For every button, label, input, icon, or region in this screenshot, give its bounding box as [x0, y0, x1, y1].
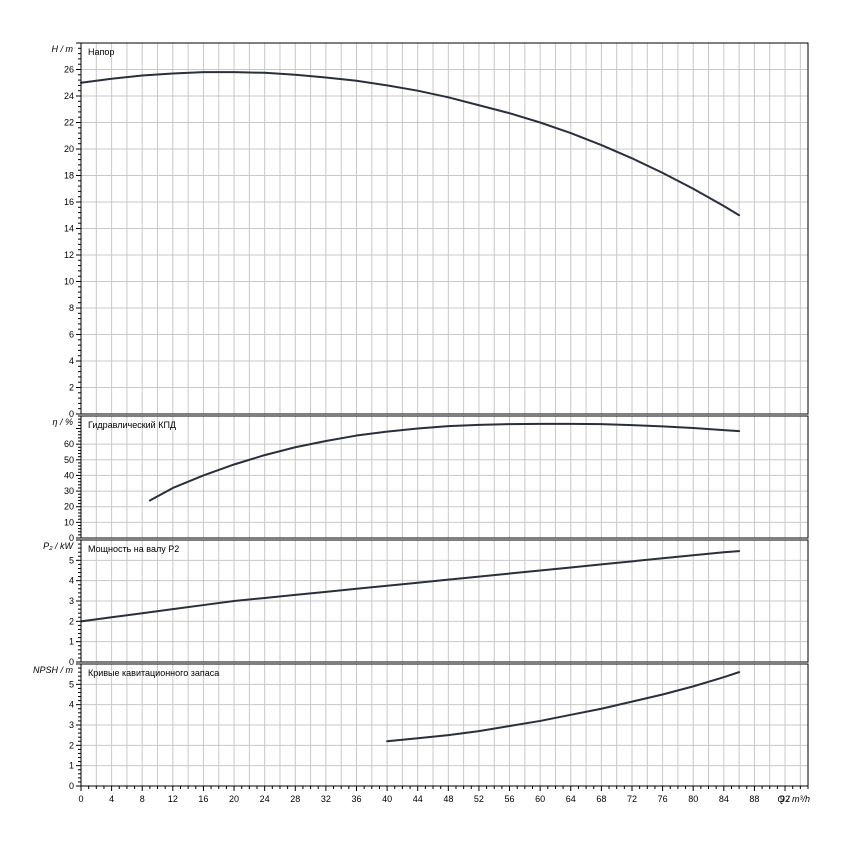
panel-2-frame [80, 415, 809, 539]
panel-3-ytick-label: 5 [69, 555, 74, 565]
panel-2-ytick-label: 40 [64, 470, 74, 480]
xtick-label: 20 [229, 794, 239, 804]
panel-1-ytick-label: 4 [69, 356, 74, 366]
xtick-label: 88 [749, 794, 759, 804]
xtick-label: 24 [260, 794, 270, 804]
panel-1-ytick-label: 22 [64, 118, 74, 128]
panel-3-ylabel: P₂ / kW [43, 541, 74, 551]
panel-4-ytick-label: 5 [69, 679, 74, 689]
xtick-label: 32 [321, 794, 331, 804]
xtick-label: 8 [140, 794, 145, 804]
panel-2-ytick-label: 50 [64, 455, 74, 465]
panel-1-frame [80, 42, 809, 415]
xtick-label: 92 [780, 794, 790, 804]
panel-2-ytick-label: 10 [64, 517, 74, 527]
panel-3-ytick-label: 4 [69, 576, 74, 586]
xtick-label: 60 [535, 794, 545, 804]
xtick-label: 52 [474, 794, 484, 804]
xtick-label: 16 [198, 794, 208, 804]
panel-2-ytick-label: 60 [64, 439, 74, 449]
panel-4-frame [80, 663, 809, 787]
panel-1-ytick-label: 8 [69, 303, 74, 313]
panel-1-ytick-label: 24 [64, 91, 74, 101]
xtick-label: 44 [413, 794, 423, 804]
panel-4-ytick-label: 3 [69, 720, 74, 730]
panel-2-series-line [148, 422, 741, 502]
panel-2-ytick-label: 0 [69, 533, 74, 543]
panel-1-ytick-label: 2 [69, 383, 74, 393]
xtick-label: 36 [351, 794, 361, 804]
xtick-label: 68 [596, 794, 606, 804]
panel-1-ytick-label: 12 [64, 250, 74, 260]
panel-2-background [81, 416, 808, 538]
panel-1-ytick-label: 14 [64, 224, 74, 234]
panel-3-ytick-label: 3 [69, 596, 74, 606]
panel-4-ytick-label: 4 [69, 700, 74, 710]
panel-3-ytick-label: 1 [69, 637, 74, 647]
xtick-label: 84 [719, 794, 729, 804]
panel-3-frame [80, 539, 809, 663]
panel-3-series-line [80, 550, 741, 623]
panel-3-ytick-label: 2 [69, 616, 74, 626]
xlabel: Q / m³/h [777, 794, 810, 804]
panel-1-ytick-label: 0 [69, 409, 74, 419]
xtick-label: 4 [109, 794, 114, 804]
panel-4-ytick-label: 1 [69, 761, 74, 771]
panel-1-ylabel: H / m [52, 44, 74, 54]
panel-2-ylabel: η / % [52, 417, 73, 427]
xtick-label: 72 [627, 794, 637, 804]
panel-2-ytick-label: 30 [64, 486, 74, 496]
xtick-label: 28 [290, 794, 300, 804]
xtick-label: 64 [566, 794, 576, 804]
panel-1-series-line [80, 71, 741, 217]
panel-4-series-line [386, 671, 741, 743]
xtick-label: 48 [443, 794, 453, 804]
panel-1-ytick-label: 20 [64, 144, 74, 154]
panel-4-ytick-label: 0 [69, 781, 74, 791]
xtick-label: 56 [505, 794, 515, 804]
panel-1-ytick-label: 18 [64, 171, 74, 181]
panel-4-ylabel: NPSH / m [33, 665, 74, 675]
panel-1-ytick-label: 26 [64, 65, 74, 75]
panel-1-ytick-label: 16 [64, 197, 74, 207]
panel-4-ytick-label: 2 [69, 740, 74, 750]
panel-1-ytick-label: 6 [69, 330, 74, 340]
panel-1-ytick-label: 10 [64, 277, 74, 287]
xtick-label: 80 [688, 794, 698, 804]
panel-4-title: Кривые кавитационного запаса [88, 668, 219, 678]
xtick-label: 0 [78, 794, 83, 804]
panel-2-title: Гидравлический КПД [88, 420, 176, 430]
panel-3-title: Мощность на валу P2 [88, 544, 179, 554]
xtick-label: 76 [658, 794, 668, 804]
xtick-label: 40 [382, 794, 392, 804]
panel-3-ytick-label: 0 [69, 657, 74, 667]
xtick-label: 12 [168, 794, 178, 804]
panel-2-ytick-label: 20 [64, 502, 74, 512]
panel-1-title: Напор [88, 47, 114, 57]
